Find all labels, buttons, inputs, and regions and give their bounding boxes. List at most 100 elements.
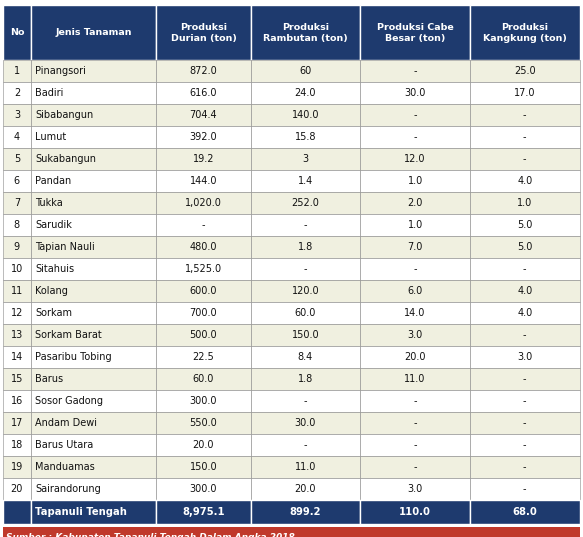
- Bar: [470, 148, 580, 170]
- Text: -: -: [413, 440, 417, 451]
- Bar: [156, 368, 251, 390]
- Text: Produksi
Rambutan (ton): Produksi Rambutan (ton): [263, 23, 348, 43]
- Bar: [31, 368, 156, 390]
- Text: 60.0: 60.0: [295, 308, 316, 318]
- Bar: [3, 192, 31, 214]
- Bar: [470, 456, 580, 478]
- Bar: [156, 82, 251, 104]
- Text: 24.0: 24.0: [295, 89, 316, 98]
- Text: 14.0: 14.0: [405, 308, 426, 318]
- Text: 144.0: 144.0: [189, 176, 217, 186]
- Text: 6.0: 6.0: [408, 286, 423, 296]
- Text: 20.0: 20.0: [405, 352, 426, 362]
- Text: 30.0: 30.0: [405, 89, 426, 98]
- Text: Kolang: Kolang: [35, 286, 68, 296]
- Text: 8,975.1: 8,975.1: [182, 507, 225, 517]
- Text: -: -: [523, 132, 526, 142]
- Text: 17.0: 17.0: [514, 89, 535, 98]
- Bar: [31, 346, 156, 368]
- Bar: [360, 280, 470, 302]
- Bar: [251, 148, 360, 170]
- Bar: [470, 368, 580, 390]
- Text: 2.0: 2.0: [408, 198, 423, 208]
- Bar: [251, 258, 360, 280]
- Text: 11: 11: [10, 286, 23, 296]
- Text: 700.0: 700.0: [189, 308, 217, 318]
- Bar: [156, 126, 251, 148]
- Text: 7: 7: [14, 198, 20, 208]
- Bar: [470, 82, 580, 104]
- Text: 3: 3: [14, 111, 20, 120]
- Text: 60: 60: [299, 67, 312, 76]
- Bar: [360, 412, 470, 434]
- Bar: [251, 126, 360, 148]
- Text: 1,525.0: 1,525.0: [185, 264, 222, 274]
- Text: -: -: [413, 418, 417, 429]
- Bar: [156, 170, 251, 192]
- Bar: [3, 60, 31, 82]
- Text: 16: 16: [10, 396, 23, 407]
- Text: -: -: [523, 154, 526, 164]
- Text: 616.0: 616.0: [189, 89, 217, 98]
- Text: 20: 20: [10, 484, 23, 495]
- Bar: [3, 148, 31, 170]
- Text: -: -: [523, 418, 526, 429]
- Bar: [470, 434, 580, 456]
- Text: 500.0: 500.0: [189, 330, 217, 340]
- Text: Sosor Gadong: Sosor Gadong: [35, 396, 103, 407]
- Text: Pinangsori: Pinangsori: [35, 67, 86, 76]
- Bar: [251, 170, 360, 192]
- Text: Sukabangun: Sukabangun: [35, 154, 96, 164]
- Bar: [251, 82, 360, 104]
- Bar: [360, 434, 470, 456]
- Text: -: -: [413, 67, 417, 76]
- Text: 4.0: 4.0: [517, 176, 532, 186]
- Text: 120.0: 120.0: [292, 286, 319, 296]
- Text: -: -: [523, 440, 526, 451]
- Bar: [3, 500, 31, 524]
- Bar: [31, 280, 156, 302]
- Bar: [470, 104, 580, 126]
- Text: 60.0: 60.0: [193, 374, 214, 384]
- Bar: [360, 346, 470, 368]
- Bar: [31, 192, 156, 214]
- Text: 22.5: 22.5: [192, 352, 215, 362]
- Bar: [470, 324, 580, 346]
- Bar: [251, 302, 360, 324]
- Text: 1.4: 1.4: [298, 176, 313, 186]
- Text: 899.2: 899.2: [290, 507, 321, 517]
- Bar: [156, 214, 251, 236]
- Text: -: -: [304, 396, 307, 407]
- Text: -: -: [413, 396, 417, 407]
- Text: 8: 8: [14, 220, 20, 230]
- Text: 872.0: 872.0: [189, 67, 217, 76]
- Text: 3.0: 3.0: [517, 352, 532, 362]
- Text: -: -: [304, 264, 307, 274]
- Bar: [360, 126, 470, 148]
- Text: -: -: [413, 111, 417, 120]
- Text: 6: 6: [14, 176, 20, 186]
- Bar: [3, 390, 31, 412]
- Bar: [3, 104, 31, 126]
- Text: Jenis Tanaman: Jenis Tanaman: [55, 28, 132, 38]
- Bar: [156, 434, 251, 456]
- Bar: [31, 126, 156, 148]
- Bar: [31, 104, 156, 126]
- Text: 1.0: 1.0: [517, 198, 532, 208]
- Text: 392.0: 392.0: [189, 132, 217, 142]
- Text: 14: 14: [10, 352, 23, 362]
- Text: 25.0: 25.0: [514, 67, 536, 76]
- Bar: [251, 500, 360, 524]
- Text: 110.0: 110.0: [399, 507, 431, 517]
- Bar: [360, 478, 470, 500]
- Bar: [251, 324, 360, 346]
- Text: Produksi
Durian (ton): Produksi Durian (ton): [171, 23, 236, 43]
- Bar: [470, 500, 580, 524]
- Text: 13: 13: [10, 330, 23, 340]
- Text: 140.0: 140.0: [292, 111, 319, 120]
- Text: Andam Dewi: Andam Dewi: [35, 418, 97, 429]
- Bar: [156, 258, 251, 280]
- Text: Tapanuli Tengah: Tapanuli Tengah: [35, 507, 127, 517]
- Bar: [360, 5, 470, 60]
- Text: -: -: [304, 440, 307, 451]
